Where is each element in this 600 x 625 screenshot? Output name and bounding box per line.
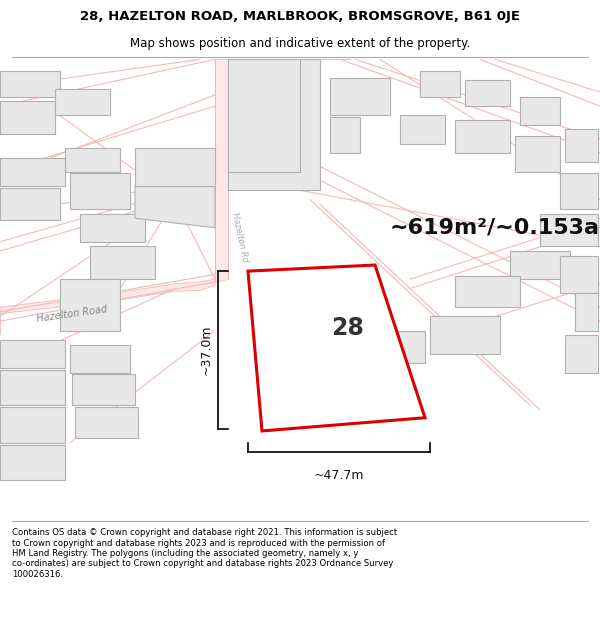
Polygon shape bbox=[90, 246, 155, 279]
Polygon shape bbox=[300, 335, 345, 368]
Polygon shape bbox=[60, 279, 120, 331]
Polygon shape bbox=[0, 407, 65, 442]
Polygon shape bbox=[565, 129, 598, 162]
Polygon shape bbox=[248, 265, 425, 431]
Text: ~47.7m: ~47.7m bbox=[314, 469, 364, 482]
Text: ~37.0m: ~37.0m bbox=[200, 324, 213, 375]
Polygon shape bbox=[0, 188, 60, 220]
Polygon shape bbox=[75, 407, 138, 438]
Polygon shape bbox=[0, 370, 65, 405]
Polygon shape bbox=[330, 118, 360, 153]
Polygon shape bbox=[215, 59, 228, 282]
Polygon shape bbox=[70, 174, 130, 209]
Polygon shape bbox=[228, 59, 320, 190]
Polygon shape bbox=[560, 256, 598, 293]
Polygon shape bbox=[560, 174, 598, 209]
Polygon shape bbox=[0, 279, 215, 335]
Polygon shape bbox=[510, 251, 570, 279]
Polygon shape bbox=[0, 71, 60, 97]
Polygon shape bbox=[65, 148, 120, 172]
Polygon shape bbox=[430, 316, 500, 354]
Polygon shape bbox=[565, 335, 598, 372]
Polygon shape bbox=[455, 276, 520, 307]
Polygon shape bbox=[420, 71, 460, 97]
Polygon shape bbox=[135, 148, 215, 186]
Polygon shape bbox=[310, 302, 355, 335]
Polygon shape bbox=[0, 101, 55, 134]
Text: Hazelton Rd: Hazelton Rd bbox=[230, 211, 250, 262]
Polygon shape bbox=[55, 89, 110, 116]
Text: Hazelton Road: Hazelton Road bbox=[36, 304, 108, 324]
Polygon shape bbox=[455, 120, 510, 153]
Polygon shape bbox=[0, 158, 65, 186]
Polygon shape bbox=[520, 97, 560, 125]
Polygon shape bbox=[80, 214, 145, 242]
Text: 28, HAZELTON ROAD, MARLBROOK, BROMSGROVE, B61 0JE: 28, HAZELTON ROAD, MARLBROOK, BROMSGROVE… bbox=[80, 9, 520, 22]
Polygon shape bbox=[0, 340, 65, 368]
Polygon shape bbox=[515, 136, 560, 172]
Polygon shape bbox=[70, 344, 130, 372]
Polygon shape bbox=[330, 78, 390, 116]
Polygon shape bbox=[228, 59, 300, 172]
Polygon shape bbox=[72, 374, 135, 405]
Polygon shape bbox=[135, 186, 215, 228]
Text: 28: 28 bbox=[331, 316, 364, 339]
Polygon shape bbox=[0, 444, 65, 480]
Text: ~619m²/~0.153ac.: ~619m²/~0.153ac. bbox=[390, 217, 600, 238]
Polygon shape bbox=[575, 293, 598, 331]
Polygon shape bbox=[465, 80, 510, 106]
Text: Map shows position and indicative extent of the property.: Map shows position and indicative extent… bbox=[130, 37, 470, 50]
Text: Contains OS data © Crown copyright and database right 2021. This information is : Contains OS data © Crown copyright and d… bbox=[12, 528, 397, 579]
Polygon shape bbox=[400, 116, 445, 144]
Polygon shape bbox=[355, 331, 425, 363]
Polygon shape bbox=[540, 214, 598, 246]
